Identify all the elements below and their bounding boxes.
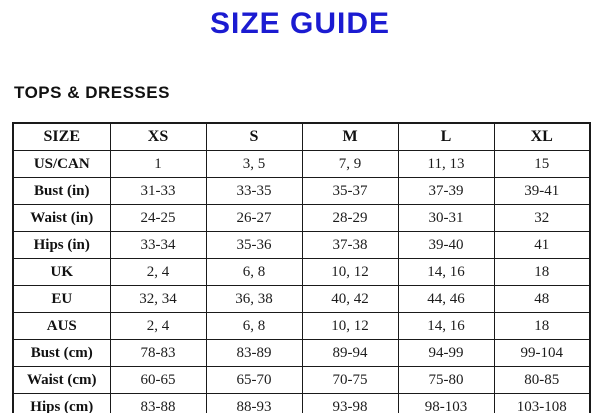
- size-cell: 26-27: [205, 204, 303, 232]
- table-row: Hips (cm) 83-88 88-93 93-98 98-103 103-1…: [12, 393, 591, 413]
- table-row: AUS 2, 4 6, 8 10, 12 14, 16 18: [12, 312, 591, 340]
- size-cell: 3, 5: [205, 150, 303, 178]
- row-label: UK: [12, 258, 111, 286]
- table-row: UK 2, 4 6, 8 10, 12 14, 16 18: [12, 258, 591, 286]
- header-cell-s: S: [205, 122, 303, 151]
- size-cell: 14, 16: [397, 258, 495, 286]
- size-cell: 32, 34: [109, 285, 207, 313]
- size-cell: 10, 12: [301, 258, 399, 286]
- size-cell: 11, 13: [397, 150, 495, 178]
- size-cell: 28-29: [301, 204, 399, 232]
- size-cell: 18: [493, 312, 591, 340]
- size-cell: 31-33: [109, 177, 207, 205]
- size-cell: 89-94: [301, 339, 399, 367]
- size-cell: 103-108: [493, 393, 591, 413]
- size-cell: 93-98: [301, 393, 399, 413]
- size-cell: 70-75: [301, 366, 399, 394]
- header-cell-l: L: [397, 122, 495, 151]
- size-cell: 33-35: [205, 177, 303, 205]
- size-cell: 15: [493, 150, 591, 178]
- size-cell: 2, 4: [109, 258, 207, 286]
- row-label: AUS: [12, 312, 111, 340]
- section-heading: TOPS & DRESSES: [14, 83, 170, 102]
- header-cell-xs: XS: [109, 122, 207, 151]
- size-cell: 24-25: [109, 204, 207, 232]
- header-cell-xl: XL: [493, 122, 591, 151]
- size-cell: 88-93: [205, 393, 303, 413]
- size-cell: 99-104: [493, 339, 591, 367]
- table-row: Bust (in) 31-33 33-35 35-37 37-39 39-41: [12, 177, 591, 205]
- size-cell: 78-83: [109, 339, 207, 367]
- size-cell: 33-34: [109, 231, 207, 259]
- size-cell: 48: [493, 285, 591, 313]
- row-label: EU: [12, 285, 111, 313]
- table-row: Bust (cm) 78-83 83-89 89-94 94-99 99-104: [12, 339, 591, 367]
- row-label: US/CAN: [12, 150, 111, 178]
- size-cell: 35-37: [301, 177, 399, 205]
- size-cell: 41: [493, 231, 591, 259]
- size-cell: 37-38: [301, 231, 399, 259]
- size-cell: 37-39: [397, 177, 495, 205]
- size-cell: 6, 8: [205, 312, 303, 340]
- row-label: Bust (cm): [12, 339, 111, 367]
- table-header-row: SIZE XS S M L XL: [12, 122, 591, 151]
- size-cell: 35-36: [205, 231, 303, 259]
- size-cell: 18: [493, 258, 591, 286]
- size-cell: 40, 42: [301, 285, 399, 313]
- size-cell: 10, 12: [301, 312, 399, 340]
- size-cell: 83-88: [109, 393, 207, 413]
- row-label: Hips (cm): [12, 393, 111, 413]
- row-label: Hips (in): [12, 231, 111, 259]
- size-cell: 39-41: [493, 177, 591, 205]
- table-row: US/CAN 1 3, 5 7, 9 11, 13 15: [12, 150, 591, 178]
- size-cell: 83-89: [205, 339, 303, 367]
- size-cell: 39-40: [397, 231, 495, 259]
- size-cell: 98-103: [397, 393, 495, 413]
- row-label: Waist (cm): [12, 366, 111, 394]
- size-cell: 7, 9: [301, 150, 399, 178]
- row-label: Bust (in): [12, 177, 111, 205]
- size-cell: 36, 38: [205, 285, 303, 313]
- size-guide-table: SIZE XS S M L XL US/CAN 1 3, 5 7, 9 11, …: [12, 122, 591, 413]
- table-row: Hips (in) 33-34 35-36 37-38 39-40 41: [12, 231, 591, 259]
- size-cell: 80-85: [493, 366, 591, 394]
- header-cell-size: SIZE: [12, 122, 111, 151]
- size-cell: 44, 46: [397, 285, 495, 313]
- size-cell: 30-31: [397, 204, 495, 232]
- size-cell: 1: [109, 150, 207, 178]
- header-cell-m: M: [301, 122, 399, 151]
- table-row: EU 32, 34 36, 38 40, 42 44, 46 48: [12, 285, 591, 313]
- size-cell: 60-65: [109, 366, 207, 394]
- page-title: SIZE GUIDE: [209, 7, 391, 40]
- size-cell: 14, 16: [397, 312, 495, 340]
- size-cell: 32: [493, 204, 591, 232]
- size-cell: 75-80: [397, 366, 495, 394]
- size-cell: 65-70: [205, 366, 303, 394]
- table-row: Waist (in) 24-25 26-27 28-29 30-31 32: [12, 204, 591, 232]
- size-cell: 94-99: [397, 339, 495, 367]
- table-row: Waist (cm) 60-65 65-70 70-75 75-80 80-85: [12, 366, 591, 394]
- size-cell: 2, 4: [109, 312, 207, 340]
- size-cell: 6, 8: [205, 258, 303, 286]
- row-label: Waist (in): [12, 204, 111, 232]
